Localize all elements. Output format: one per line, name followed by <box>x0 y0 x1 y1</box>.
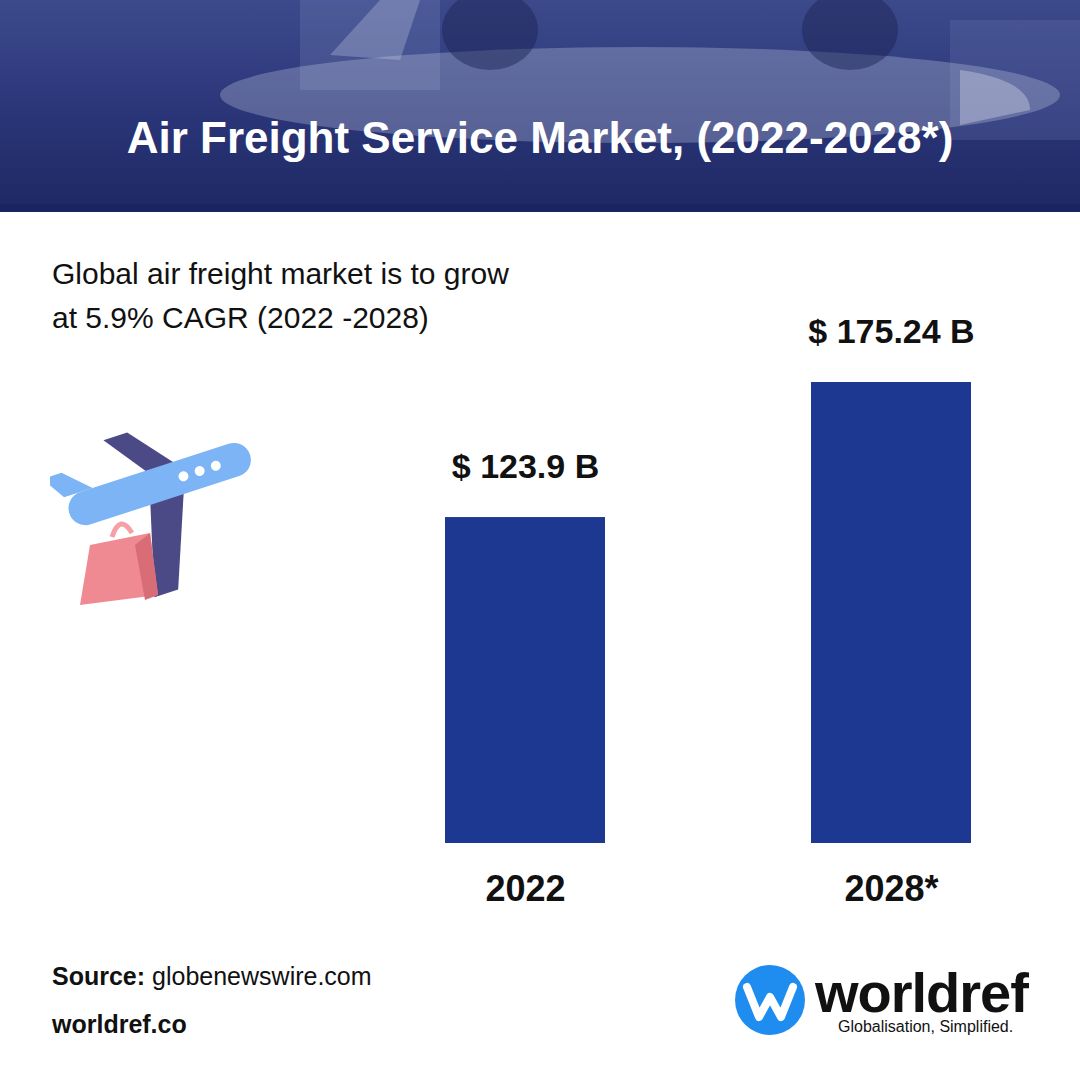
svg-text:$ 123.9 B: $ 123.9 B <box>452 447 599 485</box>
html-text:Air Freight Service Market, (2: Air Freight Service Market, (2022-2028*) <box>126 113 954 162</box>
html-text:Source: globenewswire.com: Source: globenewswire.com <box>52 962 372 990</box>
html-text:Globalisation, Simplified.: Globalisation, Simplified. <box>838 1018 1014 1035</box>
svg-text:$ 175.24 B: $ 175.24 B <box>808 312 974 350</box>
html-text:worldref.co: worldref.co <box>52 1010 187 1038</box>
html-text:Global air freight market is t: Global air freight market is to grow at … <box>52 257 509 334</box>
svg-text:2022: 2022 <box>485 868 565 909</box>
svg-text:2028*: 2028* <box>844 868 938 909</box>
html-text:worldref: worldref <box>815 961 1028 1024</box>
